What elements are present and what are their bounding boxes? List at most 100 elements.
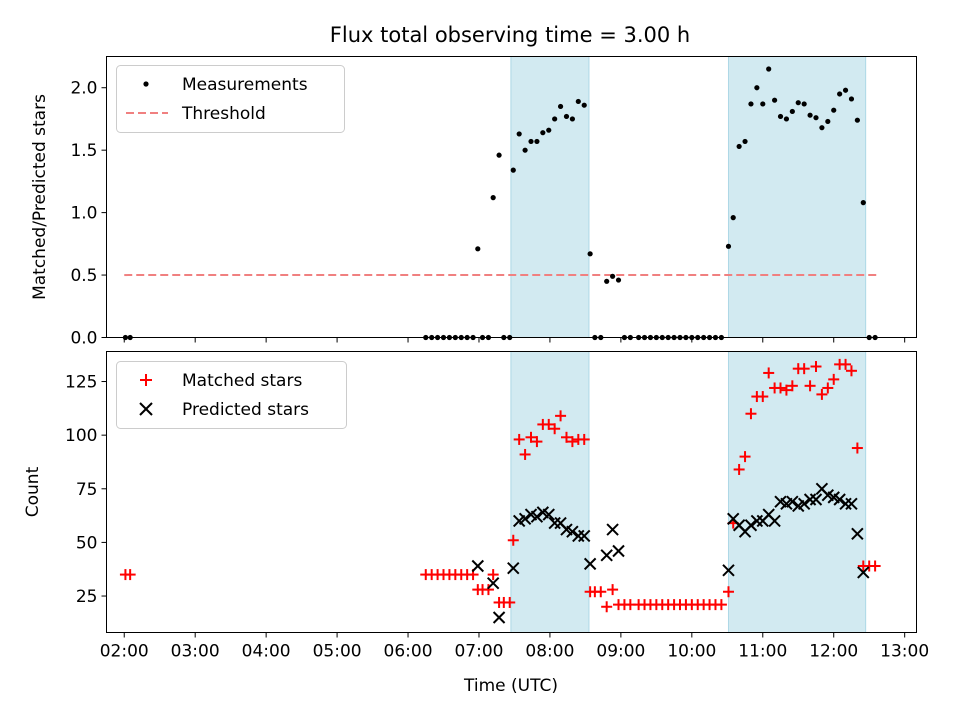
matched-star-marker [845, 365, 857, 377]
top-x-ticks [123, 337, 906, 343]
matched-star-marker [733, 463, 745, 475]
matched-star-marker [798, 363, 810, 375]
measurement-point [540, 130, 546, 136]
measurement-point [813, 115, 819, 121]
shaded-interval [727, 56, 867, 338]
measurement-point [748, 101, 754, 107]
legend-matched-marker [140, 374, 152, 386]
matched-star-marker [555, 410, 567, 422]
matched-star-marker [763, 367, 775, 379]
matched-star-marker [487, 569, 499, 581]
predicted-star-marker [744, 519, 758, 532]
predicted-star-marker [803, 493, 817, 506]
measurement-point [510, 167, 516, 173]
matched-star-marker [607, 584, 619, 596]
counts-series [119, 358, 881, 624]
matched-star-marker [775, 382, 787, 394]
matched-star-marker [601, 601, 613, 613]
x-tick-label: 13:00 [880, 642, 929, 662]
matched-star-marker [560, 431, 572, 443]
measurement-point [546, 127, 552, 133]
measurement-point [575, 98, 581, 105]
x-tick-label: 02:00 [100, 642, 149, 662]
matched-star-marker [124, 569, 136, 581]
measurement-point [795, 100, 801, 106]
matched-star-marker [822, 382, 834, 394]
y-tick-label: 50 [76, 533, 98, 553]
matched-star-marker [780, 384, 792, 396]
measurement-point [825, 118, 831, 125]
measurement-point [587, 251, 593, 257]
bottom-panel: 25 50 75 100 125 02:00 03:00 04:00 05:00 06:00 07… [23, 351, 929, 696]
x-tick-label: 12:00 [809, 642, 858, 662]
x-tick-label: 11:00 [738, 642, 787, 662]
measurement-point [496, 152, 502, 158]
matched-star-marker [757, 391, 769, 403]
measurement-point [760, 101, 766, 107]
bottom-shaded-intervals [510, 351, 867, 633]
matched-star-marker [869, 560, 881, 572]
measurement-point [736, 143, 742, 150]
measurement-point [742, 138, 748, 145]
y-tick-label: 25 [76, 587, 98, 607]
predicted-star-marker [583, 557, 597, 571]
x-tick-label: 05:00 [313, 642, 362, 662]
predicted-star-marker [542, 508, 555, 521]
measurement-point [837, 91, 843, 97]
x-tick-label: 10:00 [667, 642, 716, 662]
predicted-star-marker [492, 611, 506, 624]
x-tick-label: 09:00 [596, 642, 645, 662]
y-tick-label: 125 [65, 373, 97, 393]
measurement-point [581, 102, 587, 108]
y-tick-label: 2.0 [70, 79, 97, 99]
predicted-star-marker [857, 566, 870, 579]
x-axis-label: Time (UTC) [463, 676, 558, 696]
matched-star-marker [531, 436, 543, 448]
bottom-legend: Matched stars Predicted stars [116, 361, 347, 429]
bottom-x-ticks: 02:00 03:00 04:00 05:00 06:00 07:00 08:00 09:00… [100, 632, 929, 662]
measurement-point [610, 273, 616, 279]
top-panel: 0.00.51.01.52.0 Matched/Predicted stars … [30, 56, 917, 349]
y-tick-label: 1.5 [70, 141, 97, 161]
measurement-point [777, 113, 784, 120]
legend-predicted-label: Predicted stars [182, 400, 309, 420]
predicted-star-marker [722, 564, 735, 577]
bottom-legend-box [116, 361, 347, 429]
predicted-star-marker [548, 516, 561, 530]
top-axes-frame [106, 56, 917, 338]
matched-star-marker [851, 442, 863, 454]
predicted-star-marker [845, 497, 858, 511]
measurement-point [528, 138, 534, 145]
y-tick-label: 1.0 [70, 204, 97, 224]
predicted-star-marker [809, 493, 823, 506]
x-tick-label: 08:00 [525, 642, 574, 662]
measurement-point [730, 215, 736, 221]
measurement-point [522, 147, 528, 153]
predicted-star-marker [507, 561, 520, 575]
predicted-star-marker [851, 527, 864, 541]
matched-star-marker [595, 586, 607, 598]
predicted-star-marker [786, 495, 799, 508]
measurement-point [842, 87, 849, 93]
shaded-interval [510, 351, 590, 633]
measurement-point [831, 107, 837, 113]
matched-star-marker [810, 361, 822, 373]
predicted-star-marker [606, 523, 619, 536]
legend-predicted-marker [139, 402, 153, 416]
measurement-point [754, 85, 760, 91]
matched-star-marker [482, 584, 494, 596]
measurement-point [801, 101, 807, 107]
shaded-interval [727, 351, 867, 633]
x-tick-label: 03:00 [171, 642, 220, 662]
measurement-point [490, 195, 496, 201]
predicted-star-marker [518, 512, 532, 526]
top-y-ticks: 0.0 0.5 1.0 1.5 2.0 [70, 79, 107, 349]
measurement-point [615, 277, 622, 283]
predicted-star-marker [839, 497, 852, 511]
x-tick-label: 04:00 [242, 642, 291, 662]
x-tick-label: 07:00 [454, 642, 503, 662]
matched-star-marker [566, 436, 578, 448]
y-tick-label: 100 [65, 426, 97, 446]
measurement-point [848, 96, 855, 102]
predicted-star-marker [612, 544, 625, 558]
